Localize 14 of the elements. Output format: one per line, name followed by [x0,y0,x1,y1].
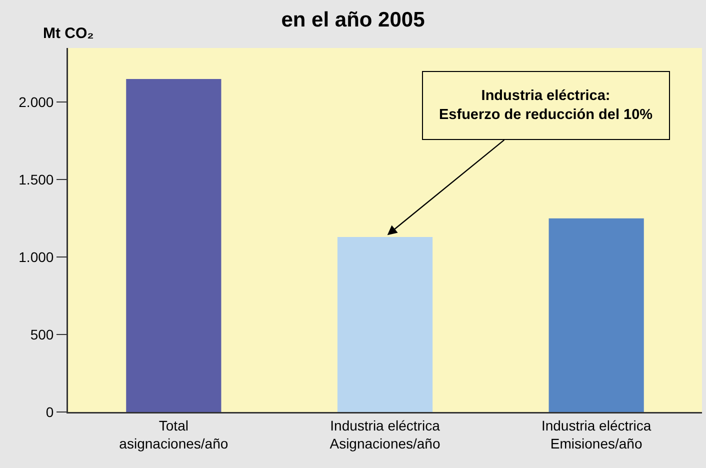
y-axis-title: Mt CO₂ [43,25,94,42]
y-tick-label: 1.000 [18,249,54,266]
y-tick-label: 1.500 [18,172,54,188]
x-tick-label: Industria eléctrica Asignaciones/año [330,417,440,452]
y-tick-label: 2.000 [18,94,54,110]
bar [337,236,433,412]
bar [126,78,222,412]
annotation: Industria eléctrica: Esfuerzo de reducción del 10% [439,88,653,123]
y-tick-label: 0 [46,404,54,420]
bar [548,218,644,412]
y-tick-label: 500 [30,326,54,342]
x-tick-label: Total asignaciones/año [119,417,228,452]
x-tick-label: Industria eléctrica Emisiones/año [541,417,652,452]
chart-title: en el año 2005 [281,8,426,32]
